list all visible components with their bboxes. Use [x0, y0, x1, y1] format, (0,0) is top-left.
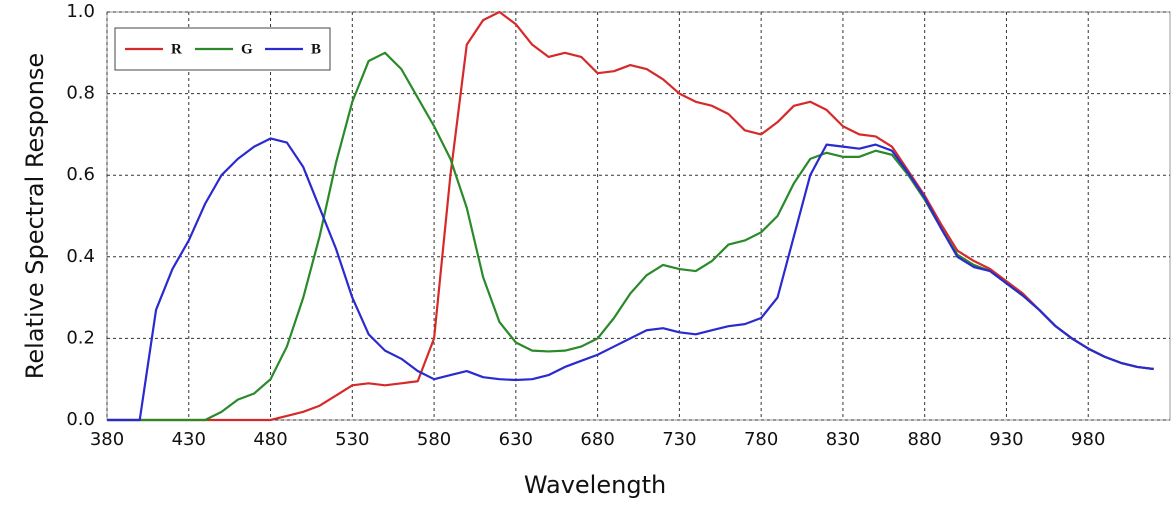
x-tick-label: 480 [253, 429, 287, 450]
y-tick-label: 1.0 [66, 1, 95, 22]
legend-label: B [311, 41, 321, 57]
legend-label: G [241, 41, 253, 57]
y-tick-label: 0.4 [66, 246, 95, 267]
x-tick-label: 580 [417, 429, 451, 450]
y-tick-label: 0.0 [66, 409, 95, 430]
y-tick-label: 0.8 [66, 83, 95, 104]
x-axis-label: Wavelength [524, 471, 666, 499]
plot-area [106, 11, 1171, 421]
x-tick-label: 680 [580, 429, 614, 450]
x-tick-label: 780 [744, 429, 778, 450]
x-tick-label: 730 [662, 429, 696, 450]
y-tick-label: 0.6 [66, 164, 95, 185]
x-tick-label: 630 [499, 429, 533, 450]
x-tick-label: 930 [989, 429, 1023, 450]
y-tick-label: 0.2 [66, 327, 95, 348]
series-line [107, 10, 1154, 422]
x-tick-label: 430 [172, 429, 206, 450]
y-axis-label: Relative Spectral Response [21, 53, 49, 379]
series-line [107, 137, 1154, 422]
x-tick-label: 530 [335, 429, 369, 450]
legend-label: R [171, 41, 182, 57]
x-tick-label: 980 [1071, 429, 1105, 450]
x-tick-label: 830 [826, 429, 860, 450]
x-tick-label: 380 [90, 429, 124, 450]
x-tick-label: 880 [908, 429, 942, 450]
series-line [107, 51, 1154, 422]
